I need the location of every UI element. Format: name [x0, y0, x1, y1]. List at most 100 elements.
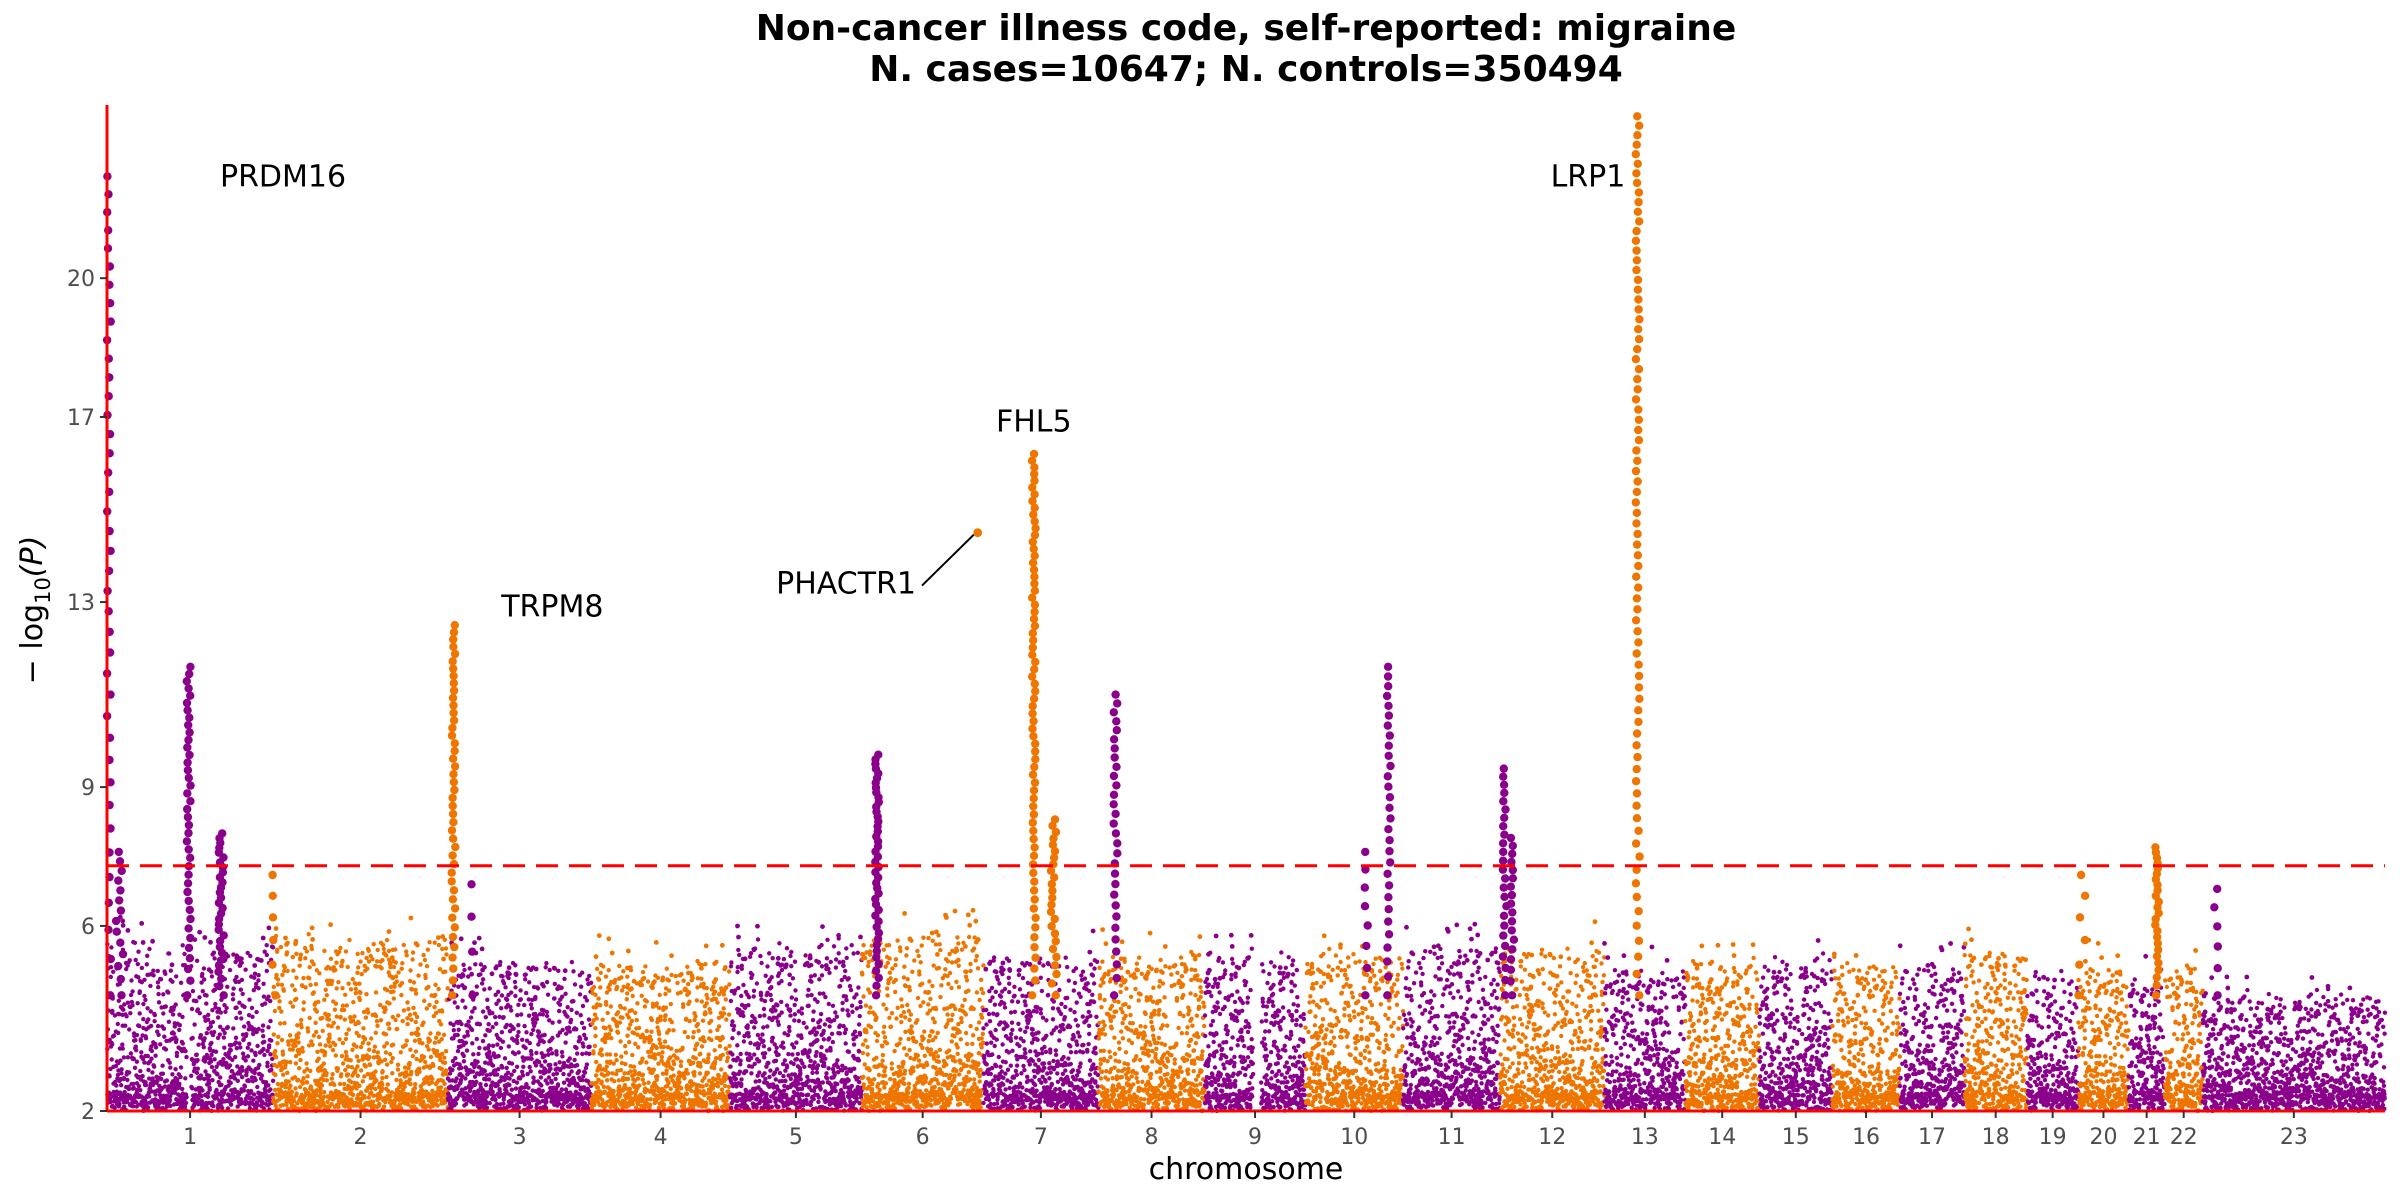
- snp-point: [460, 998, 465, 1003]
- snp-point: [735, 969, 740, 975]
- snp-point: [372, 1044, 378, 1049]
- snp-point: [125, 1000, 131, 1005]
- snp-point: [781, 1073, 786, 1079]
- snp-point: [340, 1003, 346, 1008]
- snp-point: [293, 1086, 298, 1091]
- snp-point: [678, 1059, 684, 1064]
- snp-point: [721, 1011, 727, 1016]
- snp-point: [411, 1005, 416, 1011]
- snp-point: [255, 1084, 260, 1090]
- snp-point: [773, 1077, 778, 1082]
- snp-point: [657, 1037, 662, 1042]
- snp-point: [309, 946, 314, 952]
- snp-point: [132, 1065, 138, 1071]
- snp-point: [313, 1020, 318, 1025]
- snp-point: [577, 992, 583, 997]
- snp-point: [542, 1059, 548, 1064]
- snp-point: [596, 933, 602, 938]
- snp-point: [849, 1083, 854, 1089]
- snp-point: [145, 1053, 150, 1059]
- snp-point: [266, 994, 271, 999]
- snp-point: [557, 1019, 562, 1024]
- snp-point: [391, 1042, 396, 1047]
- snp-point: [237, 1041, 242, 1046]
- snp-point: [195, 1057, 200, 1063]
- snp-point: [669, 972, 674, 978]
- snp-point: [246, 1013, 252, 1018]
- snp-point: [861, 994, 866, 999]
- snp-point: [656, 1105, 662, 1111]
- snp-point: [652, 1056, 658, 1061]
- snp-point: [327, 1032, 332, 1037]
- snp-point: [527, 980, 532, 985]
- snp-point: [218, 1010, 223, 1015]
- snp-point: [545, 992, 551, 997]
- snp-point: [443, 969, 448, 974]
- snp-point: [145, 953, 150, 958]
- snp-point: [234, 1046, 239, 1051]
- snp-point: [789, 995, 794, 1000]
- snp-point: [592, 1043, 598, 1049]
- snp-point: [111, 969, 116, 974]
- snp-point: [618, 1068, 623, 1073]
- snp-point: [300, 1049, 305, 1054]
- snp-point: [683, 1097, 688, 1103]
- snp-point: [131, 1104, 136, 1109]
- snp-point: [212, 1057, 217, 1062]
- snp-point: [204, 993, 209, 998]
- snp-point: [776, 1022, 781, 1027]
- snp-point: [170, 979, 175, 984]
- snp-point: [292, 1038, 298, 1043]
- snp-point: [593, 1025, 598, 1031]
- snp-point: [421, 1054, 427, 1060]
- snp-point: [248, 953, 253, 959]
- snp-point: [155, 968, 160, 974]
- snp-point: [655, 1074, 660, 1079]
- snp-point: [208, 939, 213, 945]
- snp-point: [224, 1060, 229, 1066]
- snp-point: [469, 971, 474, 977]
- snp-point: [451, 1028, 456, 1033]
- snp-point: [536, 1059, 542, 1065]
- snp-point: [755, 923, 760, 929]
- snp-point: [693, 1056, 698, 1061]
- snp-point: [790, 1052, 795, 1057]
- snp-point: [874, 1038, 880, 1044]
- snp-point: [641, 975, 647, 981]
- snp-point: [370, 957, 375, 962]
- snp-point: [804, 1025, 809, 1030]
- snp-point: [295, 1035, 301, 1040]
- snp-point: [566, 1025, 572, 1030]
- snp-point: [640, 1072, 646, 1078]
- snp-point: [762, 1055, 767, 1060]
- snp-point: [190, 1035, 195, 1041]
- snp-point: [512, 979, 518, 985]
- snp-point: [347, 937, 352, 943]
- snp-point: [216, 1006, 222, 1012]
- snp-point: [559, 985, 564, 990]
- snp-point: [396, 1013, 401, 1018]
- snp-point: [538, 1075, 544, 1080]
- snp-point: [215, 1015, 221, 1020]
- snp-point: [393, 974, 399, 979]
- snp-point: [283, 1082, 289, 1087]
- snp-point: [383, 1032, 389, 1037]
- snp-point: [700, 1084, 705, 1089]
- snp-point: [112, 1013, 118, 1018]
- snp-point: [237, 1071, 242, 1076]
- snp-point: [412, 1038, 418, 1044]
- snp-point: [628, 968, 634, 973]
- snp-point: [805, 1074, 810, 1080]
- snp-point: [213, 1005, 218, 1010]
- snp-point: [739, 1081, 744, 1087]
- snp-point: [704, 985, 709, 991]
- snp-point: [606, 1070, 611, 1076]
- snp-point: [880, 1044, 885, 1049]
- snp-point: [569, 1007, 574, 1013]
- snp-point: [728, 964, 734, 969]
- snp-point: [209, 1040, 214, 1046]
- snp-point: [221, 1057, 226, 1062]
- snp-point: [544, 979, 550, 985]
- snp-point: [107, 1091, 113, 1097]
- snp-point: [627, 1039, 632, 1045]
